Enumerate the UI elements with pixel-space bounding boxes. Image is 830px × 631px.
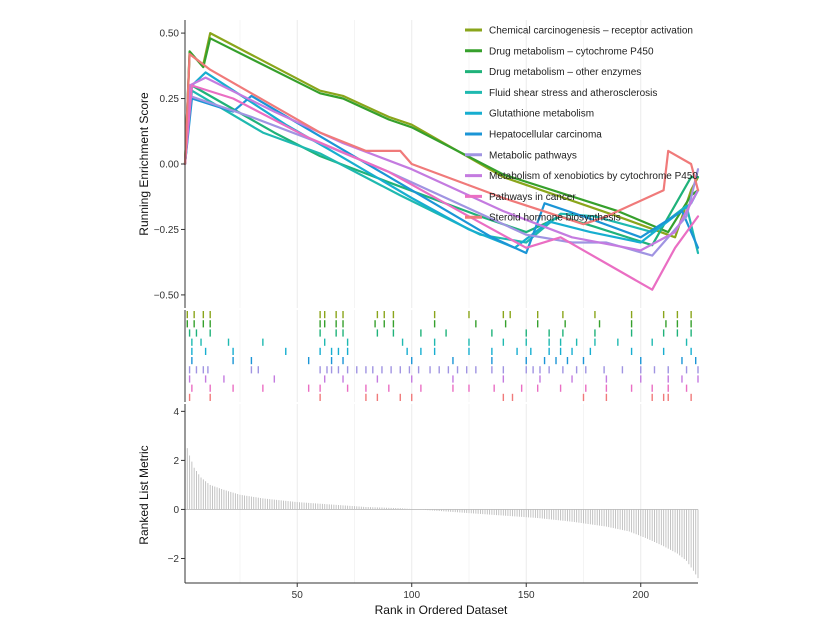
metric-y-tick-label: 4 [173,407,179,418]
es-y-tick-label: −0.25 [154,225,180,236]
es-line-series-6 [183,94,700,257]
x-tick-label: 100 [403,590,420,601]
es-y-ticks: −0.50 −0.25 0.00 0.25 0.50 [154,29,185,301]
hits-ticks [186,311,699,401]
metric-y-tick-label: 2 [173,456,179,467]
metric-panel: −2 0 2 4 50 100 150 200 Ranked List Metric Ran… [137,404,699,617]
legend-label-series-3: Fluid shear stress and atherosclerosis [489,88,657,99]
metric-y-tick-label: 0 [173,505,179,516]
x-axis-title: Rank in Ordered Dataset [375,603,508,617]
legend-label-series-5: Hepatocellular carcinoma [489,130,602,141]
metric-grid [239,404,642,583]
x-tick-label: 150 [518,590,535,601]
es-series-lines [183,31,700,291]
es-panel: −0.50 −0.25 0.00 0.25 0.50 Running Enrichmen… [137,20,700,308]
legend-label-series-8: Pathways in cancer [489,192,576,203]
metric-x-ticks: 50 100 150 200 [292,583,650,601]
hits-grid [239,310,642,402]
metric-y-tick-label: −2 [168,554,180,565]
legend-label-series-7: Metabolism of xenobiotics by cytochrome … [489,171,698,182]
metric-y-ticks: −2 0 2 4 [168,407,185,565]
legend-label-series-1: Drug metabolism – cytochrome P450 [489,46,654,57]
es-line-series-7 [183,76,700,252]
es-line-series-8 [183,84,700,291]
x-tick-label: 50 [292,590,304,601]
legend: Chemical carcinogenesis – receptor activ… [465,26,698,224]
legend-label-series-6: Metabolic pathways [489,150,577,161]
es-y-tick-label: 0.25 [160,94,180,105]
es-grid [239,20,642,308]
legend-label-series-0: Chemical carcinogenesis – receptor activ… [489,26,693,37]
es-y-tick-label: 0.50 [160,29,180,40]
es-line-series-4 [183,71,700,249]
x-tick-label: 200 [632,590,649,601]
legend-label-series-2: Drug metabolism – other enzymes [489,67,641,78]
legend-label-series-4: Glutathione metabolism [489,109,594,120]
es-y-tick-label: −0.50 [154,290,180,301]
legend-label-series-9: Steroid hormone biosynthesis [489,213,621,224]
es-line-series-9 [183,52,700,226]
metric-bars [184,428,699,579]
es-y-axis-title: Running Enrichment Score [137,92,151,236]
hits-panel [184,310,699,402]
metric-y-axis-title: Ranked List Metric [137,445,151,544]
es-line-series-1 [183,37,700,234]
es-y-tick-label: 0.00 [160,160,180,171]
